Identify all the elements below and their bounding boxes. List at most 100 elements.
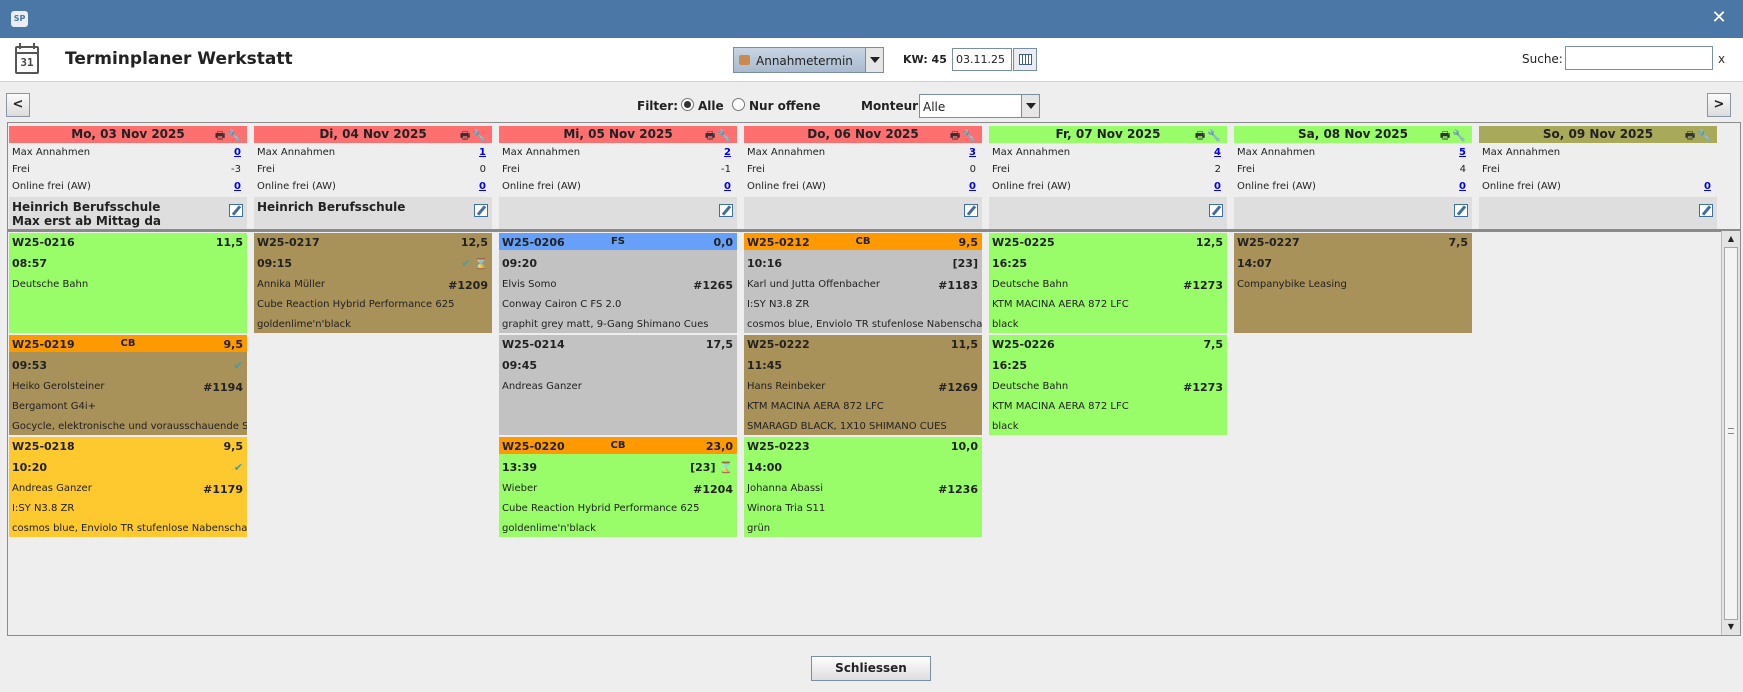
- stat-value[interactable]: 0: [479, 181, 486, 192]
- day-header-wed[interactable]: Mi, 05 Nov 2025 🖶🔧: [499, 126, 737, 143]
- day-header-mon[interactable]: Mo, 03 Nov 2025 🖶🔧: [9, 126, 247, 143]
- stat-label: Frei: [12, 164, 30, 175]
- edit-note-icon[interactable]: [1209, 204, 1223, 217]
- stat-label: Max Annahmen: [1237, 147, 1316, 158]
- prev-week-button[interactable]: <: [6, 93, 30, 117]
- appointment-card[interactable]: W25-0218 9,5 10:20 ✔ Andreas Ganzer #1179…: [9, 437, 247, 537]
- search-clear-button[interactable]: x: [1718, 52, 1726, 66]
- stat-row-frei: Frei -1: [499, 161, 737, 178]
- stat-label: Frei: [502, 164, 520, 175]
- stat-row-frei: Frei -3: [9, 161, 247, 178]
- stat-value[interactable]: 5: [1459, 147, 1466, 158]
- stat-row-online: Online frei (AW) 0: [9, 178, 247, 195]
- stat-row-max: Max Annahmen 2: [499, 144, 737, 161]
- stat-value[interactable]: 0: [1704, 181, 1711, 192]
- day-note-wed: [499, 197, 737, 229]
- day-header-thu[interactable]: Do, 06 Nov 2025 🖶🔧: [744, 126, 982, 143]
- stat-value[interactable]: 0: [969, 181, 976, 192]
- stat-value[interactable]: 1: [479, 147, 486, 158]
- day-note-tue: Heinrich Berufsschule: [254, 197, 492, 229]
- calendar-grid-icon: [1019, 54, 1032, 65]
- stat-row-frei: Frei 4: [1234, 161, 1472, 178]
- appointment-card[interactable]: W25-0223 10,0 14:00 Johanna Abassi #1236 …: [744, 437, 982, 537]
- check-hourglass-icon: ✔ ⌛: [461, 257, 488, 270]
- appointment-card[interactable]: W25-0226 7,5 16:25 Deutsche Bahn #1273 KT…: [989, 335, 1227, 435]
- stat-label: Max Annahmen: [747, 147, 826, 158]
- stat-value: 0: [479, 164, 486, 175]
- stat-value: 0: [969, 164, 976, 175]
- appointment-card[interactable]: W25-0227 7,5 14:07 Companybike Leasing: [1234, 233, 1472, 333]
- scroll-up-icon[interactable]: ▲: [1727, 234, 1735, 243]
- appointment-card[interactable]: W25-0225 12,5 16:25 Deutsche Bahn #1273 K…: [989, 233, 1227, 333]
- stat-row-max: Max Annahmen 4: [989, 144, 1227, 161]
- stat-value[interactable]: 0: [234, 181, 241, 192]
- edit-note-icon[interactable]: [964, 204, 978, 217]
- edit-note-icon[interactable]: [474, 204, 488, 217]
- appointment-card[interactable]: W25-0217 12,5 09:15 ✔ ⌛ Annika Müller #12…: [254, 233, 492, 333]
- print-tools-icon: 🖶🔧: [949, 129, 978, 142]
- appointment-card[interactable]: W25-0220 CB 23,0 13:39 [23] ⌛ Wieber #1204…: [499, 437, 737, 537]
- date-picker-button[interactable]: [1013, 48, 1037, 71]
- window-titlebar: SP ✕: [0, 0, 1743, 38]
- filter-all-label[interactable]: Alle: [698, 99, 724, 113]
- appointment-type-select[interactable]: Annahmetermin: [733, 47, 884, 73]
- appointment-card[interactable]: W25-0219 CB 9,5 09:53 ✔ Heiko Gerolsteiner…: [9, 335, 247, 435]
- stat-value[interactable]: 0: [234, 147, 241, 158]
- edit-note-icon[interactable]: [229, 204, 243, 217]
- stat-row-online: Online frei (AW) 0: [744, 178, 982, 195]
- day-header-sat[interactable]: Sa, 08 Nov 2025 🖶🔧: [1234, 126, 1472, 143]
- filter-all-radio[interactable]: [681, 98, 694, 111]
- stat-row-max: Max Annahmen 5: [1234, 144, 1472, 161]
- appointment-card[interactable]: W25-0212 CB 9,5 10:16 [23] Karl und Jutta …: [744, 233, 982, 333]
- scroll-down-icon[interactable]: ▼: [1727, 622, 1735, 631]
- stat-row-max: Max Annahmen: [1479, 144, 1717, 161]
- stat-label: Online frei (AW): [1482, 181, 1561, 192]
- appointment-card[interactable]: W25-0216 11,5 08:57 Deutsche Bahn: [9, 233, 247, 333]
- page-title: Terminplaner Werkstatt: [65, 49, 293, 69]
- stat-row-online: Online frei (AW) 0: [1479, 178, 1717, 195]
- scroll-thumb[interactable]: [1724, 247, 1738, 620]
- filter-open-radio[interactable]: [732, 98, 745, 111]
- date-field[interactable]: 03.11.25: [952, 48, 1012, 71]
- stat-label: Online frei (AW): [257, 181, 336, 192]
- stat-value: -3: [231, 164, 241, 175]
- search-input[interactable]: [1565, 46, 1713, 70]
- stat-label: Max Annahmen: [12, 147, 91, 158]
- monteur-select[interactable]: Alle: [919, 94, 1040, 118]
- stat-value[interactable]: 3: [969, 147, 976, 158]
- edit-note-icon[interactable]: [1454, 204, 1468, 217]
- stat-value[interactable]: 0: [1214, 181, 1221, 192]
- stat-label: Online frei (AW): [747, 181, 826, 192]
- stat-value: -1: [721, 164, 731, 175]
- edit-note-icon[interactable]: [1699, 204, 1713, 217]
- dropdown-arrow-icon[interactable]: [865, 48, 883, 72]
- stat-value[interactable]: 0: [724, 181, 731, 192]
- day-header-sun[interactable]: So, 09 Nov 2025 🖶🔧: [1479, 126, 1717, 143]
- filter-open-label[interactable]: Nur offene: [749, 99, 821, 113]
- stat-row-max: Max Annahmen 1: [254, 144, 492, 161]
- stat-value[interactable]: 2: [724, 147, 731, 158]
- appointment-card[interactable]: W25-0206 FS 0,0 09:20 Elvis Somo #1265 Con…: [499, 233, 737, 333]
- stat-label: Max Annahmen: [992, 147, 1071, 158]
- close-button[interactable]: Schliessen: [811, 656, 931, 681]
- check-icon: ✔: [233, 359, 243, 372]
- print-tools-icon: 🖶🔧: [1439, 129, 1468, 142]
- appointment-card[interactable]: W25-0214 17,5 09:45 Andreas Ganzer: [499, 335, 737, 435]
- stat-label: Online frei (AW): [1237, 181, 1316, 192]
- monteur-value: Alle: [923, 100, 946, 114]
- print-tools-icon: 🖶🔧: [459, 129, 488, 142]
- appointment-card[interactable]: W25-0222 11,5 11:45 Hans Reinbeker #1269 …: [744, 335, 982, 435]
- stat-value[interactable]: 4: [1214, 147, 1221, 158]
- filter-label: Filter:: [637, 99, 679, 113]
- day-header-fri[interactable]: Fr, 07 Nov 2025 🖶🔧: [989, 126, 1227, 143]
- day-note-sun: [1479, 197, 1717, 229]
- edit-note-icon[interactable]: [719, 204, 733, 217]
- stat-value[interactable]: 0: [1459, 181, 1466, 192]
- vertical-scrollbar[interactable]: ▲ ▼: [1721, 231, 1740, 635]
- window-close-icon[interactable]: ✕: [1711, 7, 1727, 28]
- header: 31 Terminplaner Werkstatt Annahmetermin …: [0, 38, 1743, 82]
- next-week-button[interactable]: >: [1707, 93, 1731, 117]
- day-header-tue[interactable]: Di, 04 Nov 2025 🖶🔧: [254, 126, 492, 143]
- dropdown-arrow-icon[interactable]: [1021, 95, 1039, 117]
- check-icon: ✔: [233, 461, 243, 474]
